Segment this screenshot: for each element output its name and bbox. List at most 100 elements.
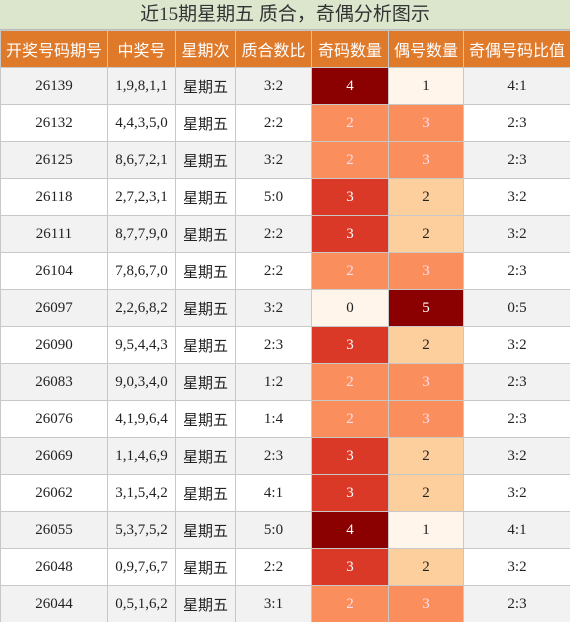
table-cell: 3:2 — [463, 215, 570, 253]
table-cell: 2:2 — [235, 548, 312, 586]
table-cell: 7,8,6,7,0 — [107, 252, 176, 290]
table-cell: 26076 — [0, 400, 108, 438]
table-cell: 3 — [311, 548, 389, 586]
header-cell: 星期次 — [175, 30, 236, 68]
table-cell: 星期五 — [175, 326, 236, 364]
table-cell: 26111 — [0, 215, 108, 253]
table-cell: 星期五 — [175, 104, 236, 142]
table-cell: 2:2 — [235, 252, 312, 290]
table-cell: 2:3 — [463, 104, 570, 142]
header-cell: 奇偶号码比值 — [463, 30, 570, 68]
table-cell: 1,1,4,6,9 — [107, 437, 176, 475]
table-cell: 3 — [311, 326, 389, 364]
header-cell: 中奖号 — [107, 30, 176, 68]
table-cell: 26097 — [0, 289, 108, 327]
table-cell: 3:2 — [463, 326, 570, 364]
table-cell: 3 — [311, 178, 389, 216]
table-cell: 1,9,8,1,1 — [107, 67, 176, 105]
table-cell: 星期五 — [175, 178, 236, 216]
table-cell: 2 — [388, 178, 464, 216]
table-cell: 2,2,6,8,2 — [107, 289, 176, 327]
table-cell: 星期五 — [175, 67, 236, 105]
table-cell: 2,7,2,3,1 — [107, 178, 176, 216]
table-cell: 4,4,3,5,0 — [107, 104, 176, 142]
table-row: 26090 9,5,4,4,3 星期五 2:3 3 2 3:2 — [0, 326, 570, 364]
table-cell: 0:5 — [463, 289, 570, 327]
table-cell: 4:1 — [463, 511, 570, 549]
table-cell: 星期五 — [175, 511, 236, 549]
table-cell: 星期五 — [175, 548, 236, 586]
table-cell: 2:3 — [463, 141, 570, 179]
table-cell: 26125 — [0, 141, 108, 179]
table-cell: 2 — [311, 104, 389, 142]
table-cell: 4 — [311, 511, 389, 549]
table-row: 26097 2,2,6,8,2 星期五 3:2 0 5 0:5 — [0, 289, 570, 327]
table-cell: 5 — [388, 289, 464, 327]
table-row: 26111 8,7,7,9,0 星期五 2:2 3 2 3:2 — [0, 215, 570, 253]
table-cell: 26139 — [0, 67, 108, 105]
table-cell: 2:3 — [463, 252, 570, 290]
table-cell: 1 — [388, 511, 464, 549]
table-cell: 星期五 — [175, 215, 236, 253]
table-cell: 26062 — [0, 474, 108, 512]
table-cell: 0,5,1,6,2 — [107, 585, 176, 622]
title: 近15期星期五 质合，奇偶分析图示 — [0, 0, 570, 30]
table-cell: 9,5,4,4,3 — [107, 326, 176, 364]
table-cell: 3:2 — [463, 548, 570, 586]
table-cell: 3 — [311, 474, 389, 512]
table-cell: 4 — [311, 67, 389, 105]
table-cell: 26048 — [0, 548, 108, 586]
table-cell: 26090 — [0, 326, 108, 364]
table-cell: 星期五 — [175, 141, 236, 179]
table-cell: 26055 — [0, 511, 108, 549]
table-row: 26069 1,1,4,6,9 星期五 2:3 3 2 3:2 — [0, 437, 570, 475]
table-cell: 3 — [388, 400, 464, 438]
header-cell: 质合数比 — [235, 30, 312, 68]
header-cell: 奇码数量 — [311, 30, 389, 68]
table-cell: 3:2 — [235, 141, 312, 179]
table-cell: 星期五 — [175, 363, 236, 401]
table-cell: 3:2 — [463, 437, 570, 475]
table-cell: 3,1,5,4,2 — [107, 474, 176, 512]
table-cell: 1 — [388, 67, 464, 105]
table-cell: 星期五 — [175, 437, 236, 475]
table-cell: 2:3 — [463, 585, 570, 622]
table-cell: 3:2 — [235, 289, 312, 327]
table-cell: 0 — [311, 289, 389, 327]
data-table: 开奖号码期号 中奖号 星期次 质合数比 奇码数量 偶号数量 奇偶号码比值 26139 1,9,… — [0, 30, 570, 622]
table-cell: 2 — [388, 326, 464, 364]
table-cell: 8,6,7,2,1 — [107, 141, 176, 179]
table-row: 26044 0,5,1,6,2 星期五 3:1 2 3 2:3 — [0, 585, 570, 622]
table-cell: 2 — [388, 548, 464, 586]
table-row: 26048 0,9,7,6,7 星期五 2:2 3 2 3:2 — [0, 548, 570, 586]
table-cell: 星期五 — [175, 252, 236, 290]
table-cell: 5,3,7,5,2 — [107, 511, 176, 549]
table-cell: 8,7,7,9,0 — [107, 215, 176, 253]
table-cell: 2:3 — [235, 326, 312, 364]
table-cell: 3 — [311, 215, 389, 253]
table-cell: 1:4 — [235, 400, 312, 438]
table-cell: 3 — [388, 585, 464, 622]
table-cell: 3 — [388, 104, 464, 142]
table-row: 26125 8,6,7,2,1 星期五 3:2 2 3 2:3 — [0, 141, 570, 179]
table-cell: 2:2 — [235, 104, 312, 142]
table-cell: 26044 — [0, 585, 108, 622]
table-cell: 星期五 — [175, 400, 236, 438]
table-cell: 2 — [311, 400, 389, 438]
table-cell: 26104 — [0, 252, 108, 290]
header-cell: 开奖号码期号 — [0, 30, 108, 68]
header-row: 开奖号码期号 中奖号 星期次 质合数比 奇码数量 偶号数量 奇偶号码比值 — [0, 30, 570, 68]
table-row: 26055 5,3,7,5,2 星期五 5:0 4 1 4:1 — [0, 511, 570, 549]
table-cell: 2 — [311, 252, 389, 290]
table-cell: 5:0 — [235, 511, 312, 549]
table-cell: 4,1,9,6,4 — [107, 400, 176, 438]
table-cell: 3:2 — [235, 67, 312, 105]
table-cell: 2:3 — [463, 400, 570, 438]
table-row: 26062 3,1,5,4,2 星期五 4:1 3 2 3:2 — [0, 474, 570, 512]
table-cell: 9,0,3,4,0 — [107, 363, 176, 401]
table-cell: 星期五 — [175, 474, 236, 512]
table-cell: 2 — [388, 215, 464, 253]
table-cell: 2 — [388, 437, 464, 475]
header-cell: 偶号数量 — [388, 30, 464, 68]
